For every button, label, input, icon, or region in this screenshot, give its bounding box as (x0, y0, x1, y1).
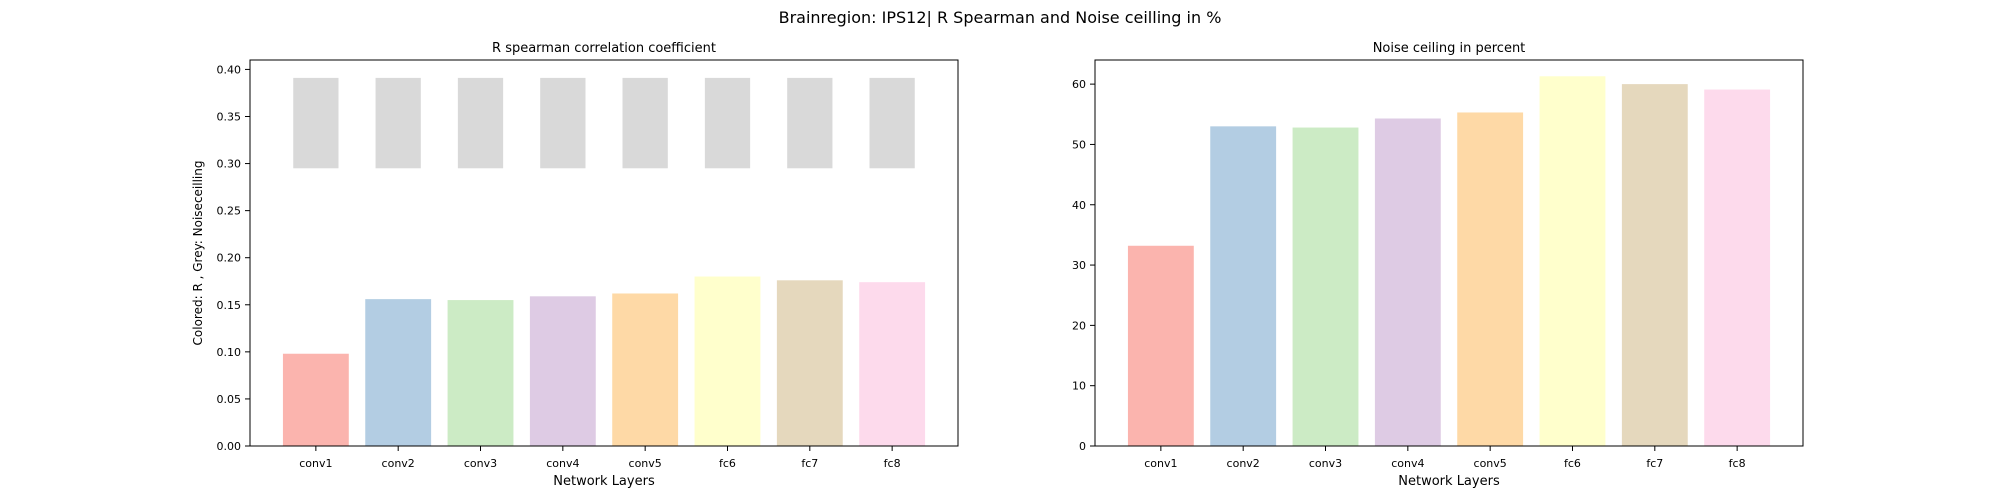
noise-ceiling-ytick-label: 30 (1072, 259, 1086, 272)
noise-ceiling-bar-conv5 (1457, 112, 1524, 447)
noise-ceiling-bar-conv2 (1210, 126, 1277, 446)
noise-ceiling-bar-conv1 (293, 77, 339, 169)
noise-ceiling-ytick-label: 10 (1072, 380, 1086, 393)
r-spearman-xtick-label: fc6 (719, 457, 736, 470)
r-spearman-ytick-label: 0.10 (217, 346, 242, 359)
noise-ceiling-bar-fc8 (1704, 89, 1771, 446)
r-spearman-title: R spearman correlation coefficient (492, 41, 716, 56)
noise-ceiling-bar-conv4 (540, 77, 586, 169)
noise-ceiling-xtick-label: fc6 (1564, 457, 1581, 470)
noise-ceiling-bar-conv3 (457, 77, 504, 169)
noise-ceiling-bar-fc8 (869, 77, 915, 169)
noise-ceiling-xtick-label: conv1 (1144, 457, 1177, 470)
r-spearman-bar-conv3 (447, 300, 514, 446)
noise-ceiling-ytick-label: 40 (1072, 199, 1086, 212)
noise-ceiling-bar-conv1 (1127, 245, 1194, 446)
noise-ceiling-ytick-label: 60 (1072, 78, 1086, 91)
r-spearman-xtick-label: fc7 (801, 457, 818, 470)
noise-ceiling-ytick-label: 0 (1079, 440, 1086, 453)
r-spearman-xtick-label: conv5 (629, 457, 662, 470)
noise-ceiling-bar-fc7 (787, 77, 833, 169)
noise-ceiling-xtick-label: fc8 (1729, 457, 1746, 470)
r-spearman-ytick-label: 0.05 (217, 393, 242, 406)
r-spearman-xlabel: Network Layers (553, 474, 655, 489)
r-spearman-bar-fc7 (776, 280, 843, 446)
noise-ceiling-bar-fc7 (1621, 84, 1688, 446)
noise-ceiling-xtick-label: conv4 (1391, 457, 1424, 470)
noise-ceiling-xtick-label: conv3 (1309, 457, 1342, 470)
noise-ceiling-xtick-label: fc7 (1646, 457, 1663, 470)
r-spearman-bar-fc8 (859, 282, 926, 446)
r-spearman-xtick-label: conv4 (546, 457, 579, 470)
noise-ceiling-xlabel: Network Layers (1398, 474, 1500, 489)
r-spearman-ytick-label: 0.35 (217, 110, 242, 123)
r-spearman-xtick-label: conv2 (382, 457, 415, 470)
figure-title: Brainregion: IPS12| R Spearman and Noise… (778, 8, 1222, 27)
r-spearman-bar-fc6 (694, 276, 761, 446)
r-spearman-axes-frame (249, 59, 959, 447)
noise-ceiling-bar-conv3 (1292, 127, 1359, 447)
r-spearman-ytick-label: 0.30 (217, 158, 242, 171)
noise-ceiling-bar-conv4 (1374, 118, 1441, 447)
r-spearman-xtick-label: conv1 (299, 457, 332, 470)
r-spearman-ytick-label: 0.15 (217, 299, 242, 312)
r-spearman-bar-conv1 (282, 353, 349, 446)
r-spearman-ytick-label: 0.00 (217, 440, 242, 453)
noise-ceiling-bar-fc6 (704, 77, 751, 169)
noise-ceiling-axes-frame (1094, 59, 1804, 447)
noise-ceiling-bar-conv2 (375, 77, 421, 169)
noise-ceiling-xtick-label: conv2 (1227, 457, 1260, 470)
r-spearman-bar-conv5 (612, 293, 679, 446)
r-spearman-ytick-label: 0.40 (217, 63, 242, 76)
r-spearman-bar-conv2 (365, 299, 432, 446)
r-spearman-xtick-label: conv3 (464, 457, 497, 470)
noise-ceiling-bar-fc6 (1539, 76, 1606, 447)
noise-ceiling-ytick-label: 20 (1072, 319, 1086, 332)
r-spearman-ylabel: Colored: R , Grey: Noiseceilling (191, 161, 205, 346)
r-spearman-bar-conv4 (529, 296, 596, 446)
r-spearman-ytick-label: 0.25 (217, 205, 242, 218)
noise-ceiling-bar-conv5 (622, 77, 668, 169)
noise-ceiling-xtick-label: conv5 (1474, 457, 1507, 470)
r-spearman-xtick-label: fc8 (884, 457, 901, 470)
noise-ceiling-title: Noise ceiling in percent (1373, 41, 1526, 56)
noise-ceiling-ytick-label: 50 (1072, 138, 1086, 151)
r-spearman-ytick-label: 0.20 (217, 252, 242, 265)
